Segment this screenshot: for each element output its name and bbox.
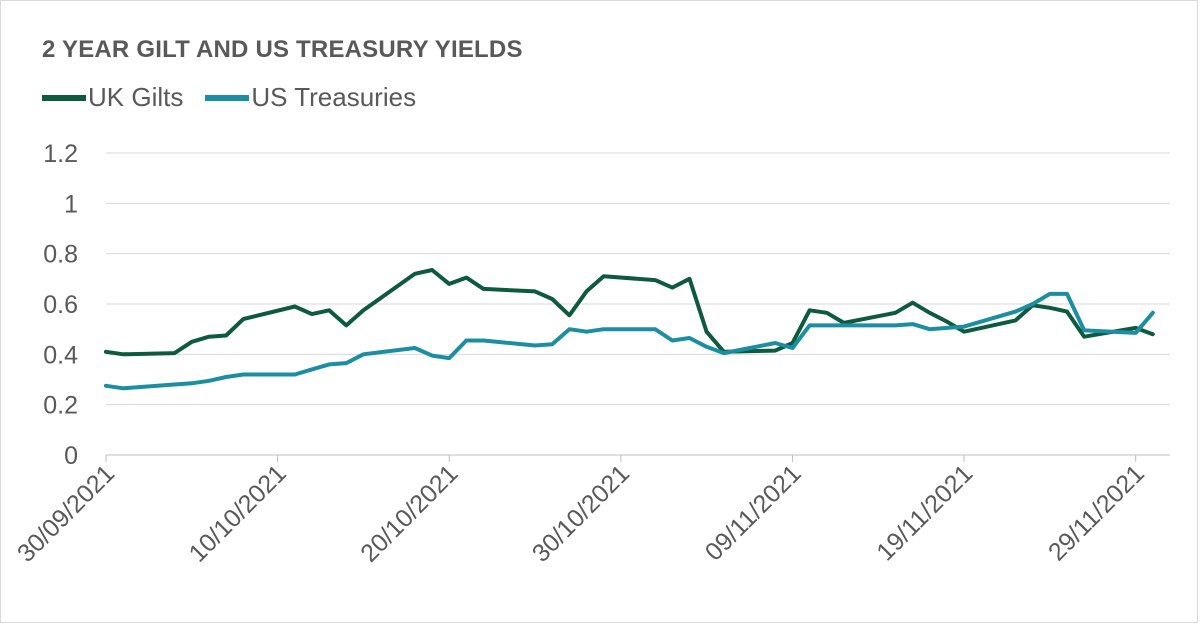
x-tick-label: 19/11/2021 <box>871 459 978 566</box>
y-tick-label: 0.4 <box>43 341 78 369</box>
legend-swatch-us-treasuries <box>205 94 250 101</box>
y-tick-label: 0.2 <box>43 392 78 420</box>
legend-label-us-treasuries: US Treasuries <box>251 82 417 112</box>
y-tick-label: 0.8 <box>43 241 78 269</box>
y-tick-label: 1.2 <box>43 140 78 168</box>
legend-item-uk-gilts: UK Gilts <box>42 82 183 113</box>
x-tick-label: 30/09/2021 <box>12 459 120 567</box>
x-tick-label: 29/11/2021 <box>1043 459 1150 566</box>
chart-title: 2 YEAR GILT AND US TREASURY YIELDS <box>42 36 523 63</box>
x-tick-label: 30/10/2021 <box>527 459 635 567</box>
chart-legend: UK Gilts US Treasuries <box>42 82 438 113</box>
x-tick-label: 09/11/2021 <box>700 459 807 566</box>
legend-item-us-treasuries: US Treasuries <box>205 82 416 113</box>
y-tick-label: 0 <box>64 442 78 470</box>
legend-swatch-uk-gilts <box>42 94 86 101</box>
legend-label-uk-gilts: UK Gilts <box>88 82 184 112</box>
x-tick-label: 20/10/2021 <box>355 459 463 567</box>
y-tick-label: 1 <box>64 190 78 218</box>
x-tick-label: 10/10/2021 <box>184 459 292 567</box>
series-line-uk-gilts <box>104 268 1155 357</box>
y-tick-label: 0.6 <box>43 291 78 319</box>
series-line-us-treasuries <box>104 291 1155 391</box>
